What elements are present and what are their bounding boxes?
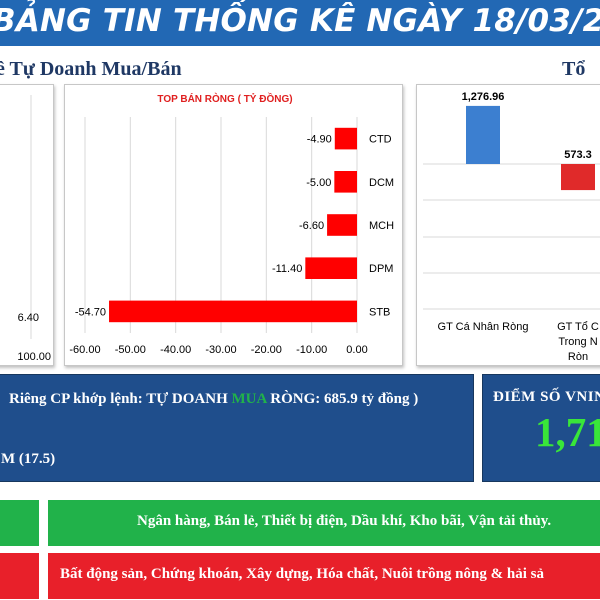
category-label: GT Tổ C — [557, 321, 599, 333]
bar — [561, 164, 595, 191]
x-tick-label: -20.00 — [251, 344, 282, 356]
bar — [334, 127, 357, 150]
report-title: BẢNG TIN THỐNG KÊ NGÀY 18/03/2026 — [0, 3, 600, 39]
data-label: -11.40 — [272, 263, 302, 275]
proprietary-trading-section-title: ề Tự Doanh Mua/Bán — [0, 58, 182, 80]
x-tick-label: -50.00 — [115, 344, 146, 356]
data-label: 573.3 — [564, 149, 592, 161]
x-tick-label: -40.00 — [160, 344, 191, 356]
sector-up-bar: Ngân hàng, Bán lẻ, Thiết bị điện, Dầu kh… — [48, 500, 600, 546]
sector-down-text: Bất động sản, Chứng khoán, Xây dựng, Hóa… — [60, 566, 544, 582]
bar — [305, 257, 357, 279]
bar — [334, 171, 357, 193]
data-label: -5.00 — [306, 177, 331, 189]
data-label: 6.40 — [18, 312, 39, 324]
x-tick-label: 0.00 — [346, 344, 367, 356]
sector-up-indicator — [0, 500, 39, 546]
x-tick-label: -30.00 — [205, 344, 236, 356]
total-section-title: Tổ — [562, 58, 586, 80]
category-label: CTD — [369, 134, 392, 146]
top-net-buy-chart: 6.40 100.00 — [17, 95, 51, 363]
category-label: STB — [369, 306, 390, 318]
bar — [327, 214, 357, 236]
proprietary-net-buy-text: Riêng CP khớp lệnh: TỰ DOANH MUA RÒNG: 6… — [9, 391, 418, 408]
top-net-sell-chart-panel: TOP BÁN RÒNG ( TỶ ĐỒNG) -60.00 -50.00 -40.… — [64, 84, 403, 366]
data-label: -6.60 — [299, 220, 324, 232]
info-text-highlight: MUA — [231, 391, 267, 407]
info-text-prefix: Riêng CP khớp lệnh: TỰ DOANH — [9, 391, 232, 407]
info-text-suffix: RÒNG: 685.9 tỷ đồng ) — [266, 391, 419, 407]
category-label: MCH — [369, 220, 394, 232]
vnindex-value: 1,71 — [535, 409, 600, 455]
vnindex-box: ĐIỂM SỐ VNIN 1,71 — [482, 374, 600, 482]
x-tick-label: -60.00 — [69, 344, 100, 356]
top-net-sell-chart: TOP BÁN RÒNG ( TỶ ĐỒNG) -60.00 -50.00 -40.… — [69, 92, 394, 356]
proprietary-top-text: M (17.5) — [1, 451, 56, 467]
category-label: DCM — [369, 177, 394, 189]
category-label: GT Cá Nhân Ròng — [438, 321, 529, 333]
vnindex-label: ĐIỂM SỐ VNIN — [493, 389, 600, 405]
total-net-value-chart: 1,276.96 GT Cá Nhân Ròng 573.3 GT Tổ C Trong… — [423, 91, 600, 363]
total-net-value-chart-panel: 1,276.96 GT Cá Nhân Ròng 573.3 GT Tổ C Trong… — [416, 84, 600, 366]
sector-down-bar: Bất động sản, Chứng khoán, Xây dựng, Hóa… — [48, 553, 600, 599]
chart-title: TOP BÁN RÒNG ( TỶ ĐỒNG) — [157, 92, 292, 105]
proprietary-info-box: Riêng CP khớp lệnh: TỰ DOANH MUA RÒNG: 6… — [0, 374, 474, 482]
report-header: BẢNG TIN THỐNG KÊ NGÀY 18/03/2026 — [0, 0, 600, 46]
bar — [466, 105, 500, 164]
data-label: 1,276.96 — [462, 91, 505, 103]
sector-down-indicator — [0, 553, 39, 599]
data-label: -54.70 — [75, 306, 106, 318]
x-tick-label: -10.00 — [296, 344, 327, 356]
category-label: DPM — [369, 263, 393, 275]
bar — [109, 300, 357, 323]
data-label: -4.90 — [307, 134, 332, 146]
category-label: Trong N — [558, 336, 597, 348]
top-net-buy-chart-panel: 6.40 100.00 — [0, 84, 54, 366]
sector-up-text: Ngân hàng, Bán lẻ, Thiết bị điện, Dầu kh… — [137, 513, 552, 529]
category-label: Ròn — [568, 351, 588, 363]
axis-tick-label: 100.00 — [17, 351, 51, 363]
